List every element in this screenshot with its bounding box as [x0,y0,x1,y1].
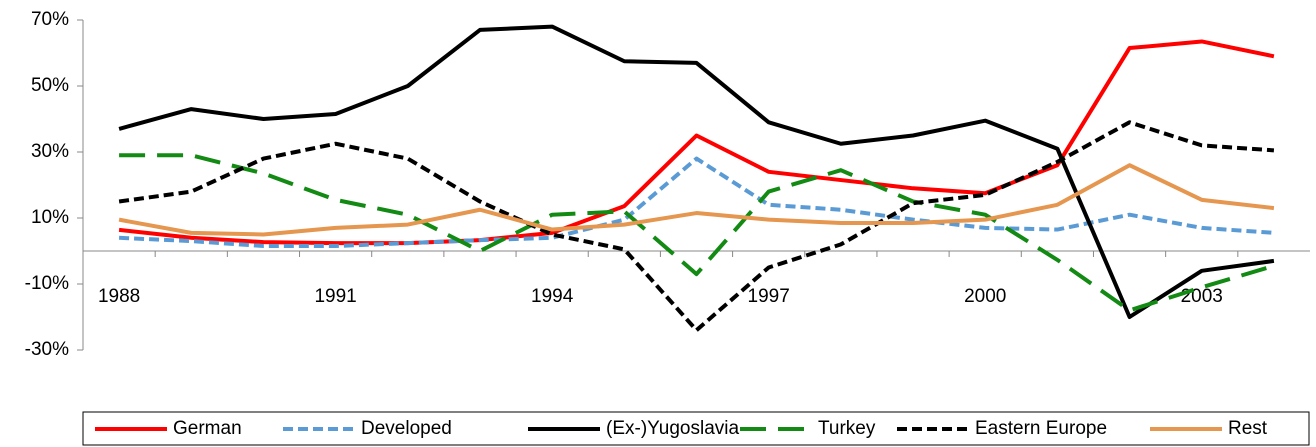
y-tick-label: 50% [31,75,69,96]
legend-label: (Ex-)Yugoslavia [606,418,739,439]
legend-label: Eastern Europe [975,418,1107,439]
x-tick-label: 2000 [964,286,1006,307]
legend-label: Turkey [818,418,876,439]
series-line [118,163,1275,237]
legend-label: German [173,418,242,439]
series-line [118,24,1275,319]
y-tick-label: -30% [25,339,69,360]
series-line [119,153,1275,313]
y-tick-label: 30% [31,141,69,162]
y-tick-label: -10% [25,273,69,294]
y-tick-label: 10% [31,207,69,228]
series-line [118,156,1275,249]
y-tick-label: 70% [31,9,69,30]
series-line [118,120,1275,333]
x-tick-label: 2003 [1181,286,1223,307]
x-tick-label: 1994 [531,286,574,307]
legend-label: Rest [1228,418,1268,439]
legend-box [82,411,1310,446]
legend-label: Developed [361,418,452,439]
x-tick-label: 1997 [748,286,790,307]
series-line [118,39,1275,246]
x-tick-label: 1988 [98,286,140,307]
x-tick-label: 1991 [314,286,356,307]
